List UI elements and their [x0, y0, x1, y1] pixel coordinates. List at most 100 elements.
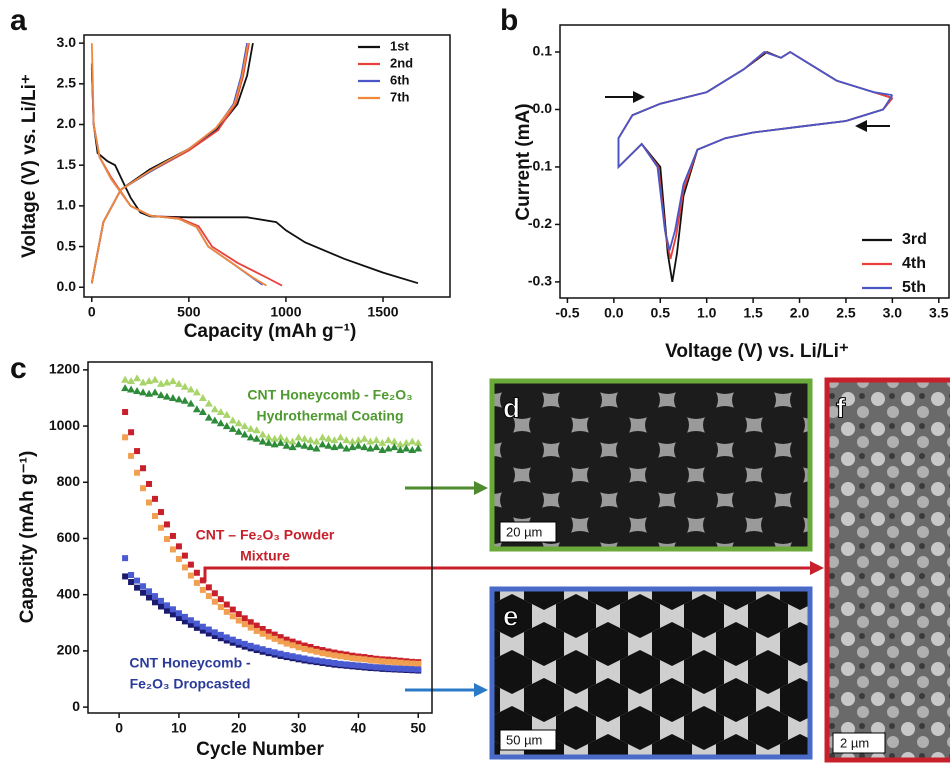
- marker: [312, 444, 321, 452]
- marker: [354, 436, 363, 444]
- marker: [306, 436, 315, 444]
- annotation: CNT – Fe₂O₃ Powder: [196, 527, 335, 543]
- marker: [336, 433, 345, 441]
- series-line: [90, 42, 267, 287]
- panel-label: b: [500, 4, 518, 37]
- scale-bar-box: [832, 732, 886, 754]
- x-tick-label: 30: [291, 720, 307, 736]
- x-tick-label: 50: [410, 720, 426, 736]
- marker: [300, 441, 309, 449]
- marker: [157, 509, 164, 516]
- marker: [318, 440, 327, 448]
- marker: [391, 665, 398, 672]
- marker: [133, 386, 142, 394]
- y-tick-label: 600: [57, 529, 81, 545]
- marker: [121, 375, 130, 383]
- marker: [181, 613, 188, 620]
- series-line: [90, 42, 283, 287]
- marker: [133, 374, 142, 382]
- marker: [134, 469, 141, 476]
- marker: [384, 436, 393, 444]
- marker: [128, 572, 135, 579]
- y-axis-title: Current (mA): [513, 103, 534, 220]
- marker: [122, 555, 129, 562]
- marker: [146, 480, 153, 487]
- marker: [229, 639, 236, 646]
- marker: [145, 377, 154, 385]
- marker: [163, 602, 170, 609]
- x-tick-label: 40: [351, 720, 367, 736]
- marker: [222, 422, 231, 430]
- marker: [270, 440, 279, 448]
- x-tick-label: 0.5: [651, 305, 671, 321]
- marker: [127, 377, 136, 385]
- marker: [240, 422, 249, 430]
- marker: [282, 441, 291, 449]
- marker: [163, 607, 170, 614]
- x-tick-label: -0.5: [555, 305, 579, 321]
- marker: [241, 640, 248, 647]
- marker: [402, 444, 411, 452]
- marker: [265, 647, 272, 654]
- legend-label: 5th: [902, 279, 926, 296]
- marker: [253, 627, 260, 634]
- marker: [361, 663, 368, 670]
- marker: [396, 445, 405, 453]
- marker: [174, 395, 183, 403]
- marker: [234, 419, 243, 427]
- marker: [163, 521, 170, 528]
- marker: [187, 617, 194, 624]
- marker: [199, 627, 206, 634]
- marker: [403, 665, 410, 672]
- legend-label: 2nd: [390, 55, 413, 70]
- marker: [300, 434, 309, 442]
- x-tick-label: 20: [231, 720, 247, 736]
- marker: [235, 638, 242, 645]
- marker: [259, 646, 266, 653]
- marker: [331, 652, 338, 659]
- marker: [312, 437, 321, 445]
- x-tick-label: 10: [171, 720, 187, 736]
- marker: [337, 660, 344, 667]
- marker: [205, 584, 212, 591]
- marker: [403, 660, 410, 667]
- marker: [217, 635, 224, 642]
- marker: [349, 655, 356, 662]
- marker: [127, 385, 136, 393]
- marker: [168, 393, 177, 401]
- image-label: d: [503, 392, 520, 423]
- marker: [199, 623, 206, 630]
- marker: [271, 635, 278, 642]
- marker: [301, 655, 308, 662]
- marker: [379, 658, 386, 665]
- series-line: [617, 50, 894, 260]
- marker: [258, 430, 267, 438]
- marker: [259, 625, 266, 632]
- marker: [253, 622, 260, 629]
- sem-images: d e f 20 µm 50 µm 2 µm: [489, 377, 950, 763]
- marker: [390, 443, 399, 451]
- marker: [187, 572, 194, 579]
- marker: [306, 443, 315, 451]
- marker: [234, 427, 243, 435]
- marker: [223, 637, 230, 644]
- plot-frame: [559, 24, 950, 299]
- marker: [289, 642, 296, 649]
- marker: [264, 433, 273, 441]
- marker: [134, 448, 141, 455]
- plot-area: [90, 42, 419, 287]
- marker: [151, 375, 160, 383]
- marker: [348, 437, 357, 445]
- marker: [146, 594, 153, 601]
- marker: [295, 640, 302, 647]
- marker: [168, 377, 177, 385]
- marker: [146, 588, 153, 595]
- series-line: [617, 50, 894, 283]
- annotation: Mixture: [240, 548, 290, 564]
- marker: [295, 644, 302, 651]
- marker: [343, 661, 350, 668]
- y-tick-label: 0.0: [533, 100, 553, 116]
- marker: [384, 444, 393, 452]
- marker: [337, 653, 344, 660]
- marker: [330, 443, 339, 451]
